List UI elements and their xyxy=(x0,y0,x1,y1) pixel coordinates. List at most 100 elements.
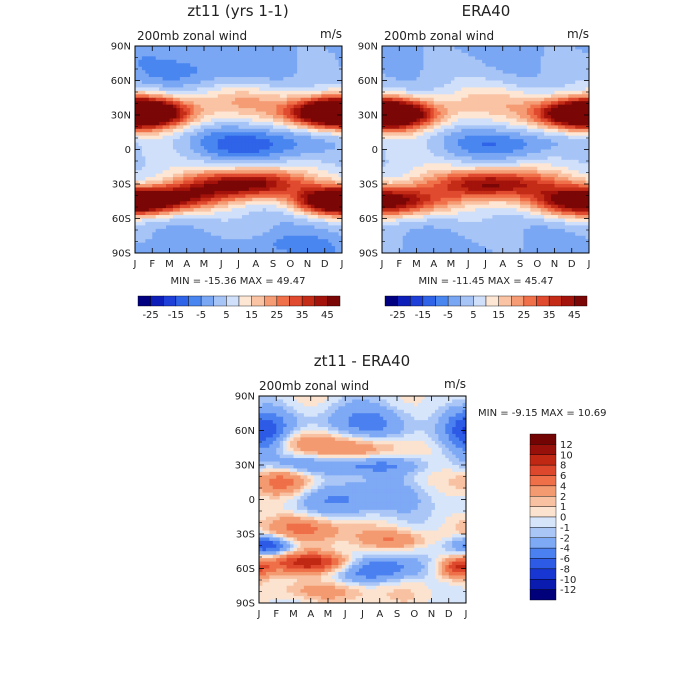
field-cell xyxy=(255,163,260,168)
field-cell xyxy=(252,135,257,140)
field-cell xyxy=(148,152,153,157)
field-cell xyxy=(141,115,146,119)
field-cell xyxy=(279,135,284,140)
field-cell xyxy=(551,66,555,71)
field-cell xyxy=(506,87,511,92)
field-cell xyxy=(317,177,322,181)
field-cell xyxy=(166,201,170,206)
field-cell xyxy=(317,159,322,164)
field-cell xyxy=(317,225,322,230)
field-cell xyxy=(310,146,315,150)
field-cell xyxy=(488,80,493,85)
field-cell xyxy=(152,173,157,178)
field-cell xyxy=(564,108,569,112)
field-cell xyxy=(568,59,573,64)
field-cell xyxy=(179,166,184,171)
field-cell xyxy=(388,97,393,102)
field-cell xyxy=(262,194,267,199)
field-cell xyxy=(540,87,545,92)
field-cell xyxy=(310,228,315,233)
field-cell xyxy=(214,204,219,209)
field-cell xyxy=(179,235,184,240)
field-cell xyxy=(238,111,243,116)
field-cell xyxy=(224,118,229,123)
field-cell xyxy=(557,83,562,88)
field-cell xyxy=(544,111,548,116)
field-cell xyxy=(286,170,291,175)
field-cell xyxy=(492,66,497,71)
field-cell xyxy=(255,59,260,64)
field-cell xyxy=(582,56,586,61)
field-cell xyxy=(200,49,205,54)
field-cell xyxy=(575,97,580,102)
field-cell xyxy=(561,97,566,102)
field-cell xyxy=(537,111,542,116)
field-cell xyxy=(324,87,329,92)
field-cell xyxy=(310,118,315,123)
field-cell xyxy=(252,242,257,247)
field-cell xyxy=(145,156,150,161)
field-cell xyxy=(461,49,466,54)
field-cell xyxy=(495,87,500,92)
field-cell xyxy=(138,111,143,116)
field-cell xyxy=(537,66,542,71)
field-cell xyxy=(433,111,438,116)
field-cell xyxy=(314,208,319,212)
field-cell xyxy=(520,70,524,74)
field-cell xyxy=(506,90,511,95)
field-cell xyxy=(200,152,205,157)
field-cell xyxy=(145,204,150,209)
field-cell xyxy=(248,218,253,223)
field-cell xyxy=(300,90,305,95)
field-cell xyxy=(148,104,153,109)
field-cell xyxy=(176,221,181,226)
field-cell xyxy=(269,225,274,230)
field-cell xyxy=(317,221,322,226)
field-cell xyxy=(155,115,160,119)
field-cell xyxy=(210,201,215,206)
field-cell xyxy=(551,83,555,88)
field-cell xyxy=(197,111,201,116)
field-cell xyxy=(307,111,312,116)
field-cell xyxy=(283,187,288,192)
field-cell xyxy=(207,70,212,74)
field-cell xyxy=(231,149,236,154)
field-cell xyxy=(495,111,500,116)
field-cell xyxy=(221,194,226,199)
field-cell xyxy=(162,97,167,102)
field-cell xyxy=(468,63,473,68)
field-cell xyxy=(235,180,239,185)
field-cell xyxy=(304,115,308,119)
field-cell xyxy=(286,49,291,54)
field-cell xyxy=(317,135,322,140)
field-cell xyxy=(135,59,139,64)
field-cell xyxy=(162,111,167,116)
field-cell xyxy=(207,221,212,226)
field-cell xyxy=(464,94,469,99)
field-cell xyxy=(179,249,184,253)
field-cell xyxy=(221,46,226,50)
field-cell xyxy=(152,77,157,81)
field-cell xyxy=(297,225,301,230)
field-cell xyxy=(314,242,319,247)
field-cell xyxy=(423,56,428,61)
field-cell xyxy=(266,221,270,226)
field-cell xyxy=(328,218,333,223)
field-cell xyxy=(210,215,215,219)
field-cell xyxy=(300,166,305,171)
field-cell xyxy=(304,111,308,116)
field-cell xyxy=(186,201,191,206)
field-cell xyxy=(447,97,452,102)
field-cell xyxy=(468,87,473,92)
field-cell xyxy=(210,232,215,237)
field-cell xyxy=(554,111,559,116)
field-cell xyxy=(321,97,326,102)
field-cell xyxy=(273,139,277,143)
field-cell xyxy=(197,77,201,81)
field-cell xyxy=(155,77,160,81)
field-cell xyxy=(245,70,250,74)
field-cell xyxy=(526,59,531,64)
field-cell xyxy=(141,87,146,92)
field-cell xyxy=(204,221,208,226)
field-cell xyxy=(564,111,569,116)
